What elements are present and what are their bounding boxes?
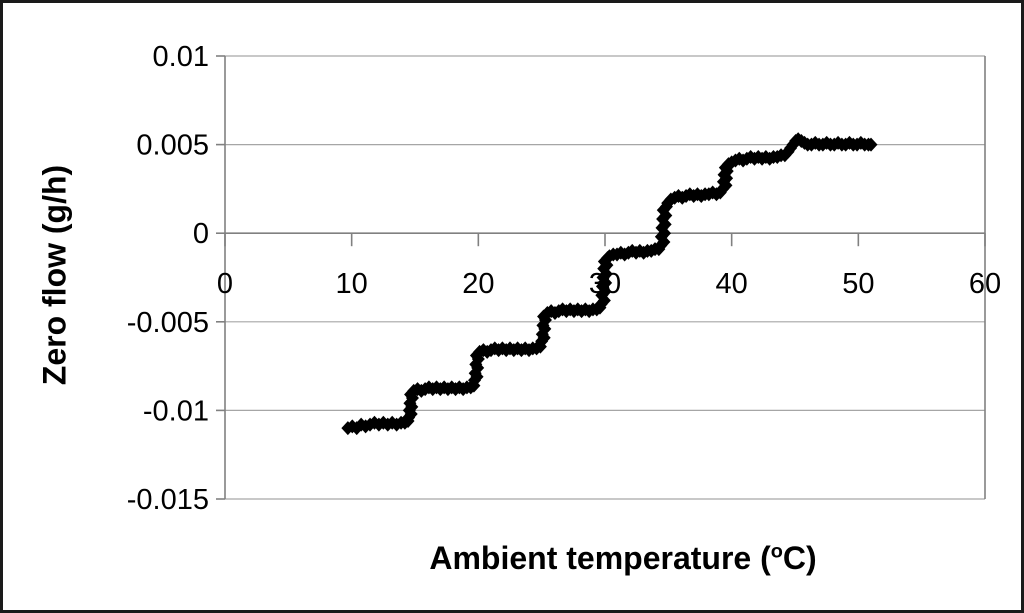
data-point	[864, 137, 878, 152]
x-axis-title-unit: C)	[782, 540, 817, 576]
y-tick-label: -0.015	[127, 484, 209, 516]
y-axis-title: Zero flow (g/h)	[36, 164, 73, 386]
x-tick-label: 50	[842, 268, 874, 300]
x-tick-label: 10	[336, 268, 368, 300]
y-tick-label: 0.01	[153, 41, 209, 73]
x-axis-title-superscript: o	[770, 540, 783, 563]
x-axis-title-text: Ambient temperature (	[429, 540, 771, 576]
y-tick-label: 0	[193, 218, 209, 250]
x-tick-label: 0	[217, 268, 233, 300]
x-tick-label: 40	[716, 268, 748, 300]
x-axis-title: Ambient temperature (oC)	[429, 540, 816, 577]
y-tick-label: 0.005	[136, 130, 209, 162]
y-tick-label: -0.01	[143, 395, 209, 427]
x-tick-label: 60	[969, 268, 1001, 300]
y-tick-label: -0.005	[127, 307, 209, 339]
x-tick-label: 20	[462, 268, 494, 300]
